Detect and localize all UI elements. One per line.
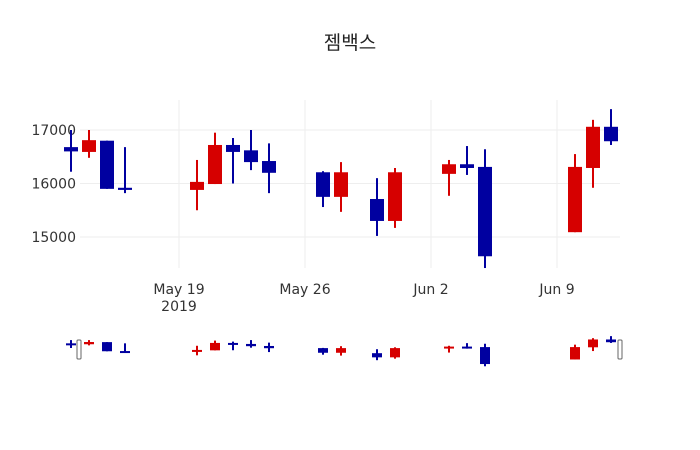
slider-body — [462, 346, 472, 349]
slider-body — [588, 339, 598, 348]
slider-candle — [606, 336, 616, 343]
slider-body — [210, 342, 220, 351]
candle-body — [82, 140, 96, 152]
x-tick-label: Jun 9 — [538, 282, 574, 298]
slider-body — [606, 339, 616, 343]
slider-candle — [336, 346, 346, 356]
slider-body — [264, 345, 274, 349]
candle-body — [64, 147, 78, 152]
candle-decreasing[interactable] — [262, 143, 276, 194]
slider-candle — [444, 345, 454, 353]
slider-candle — [480, 343, 490, 367]
slider-body — [66, 343, 76, 346]
candle-decreasing[interactable] — [604, 109, 618, 145]
candle-increasing[interactable] — [334, 162, 348, 212]
slider-candle — [246, 340, 256, 348]
candle-decreasing[interactable] — [370, 178, 384, 236]
slider-body — [120, 351, 130, 354]
candle-decreasing[interactable] — [460, 146, 474, 175]
slider-candle — [570, 344, 580, 360]
candle-body — [334, 172, 348, 197]
candle-body — [226, 144, 240, 152]
candle-increasing[interactable] — [442, 159, 456, 196]
candle-increasing[interactable] — [586, 119, 600, 188]
candle-body — [478, 166, 492, 257]
candle-increasing[interactable] — [388, 167, 402, 228]
x-tick-label: Jun 2 — [412, 282, 448, 298]
slider-body — [84, 342, 94, 345]
y-axis-ticks: 15000 16000 17000 — [31, 123, 76, 246]
x-tick-label: May 26 — [279, 282, 330, 298]
x-tick-label: May 19 — [153, 282, 204, 298]
candle-body — [190, 181, 204, 190]
slider-body — [246, 343, 256, 347]
candle-body — [118, 187, 132, 190]
candle-decreasing[interactable] — [244, 130, 258, 171]
slider-candle — [66, 340, 76, 349]
y-tick-label: 15000 — [31, 230, 76, 246]
slider-candle — [84, 340, 94, 346]
slider-candle — [318, 347, 328, 355]
slider-body — [390, 348, 400, 358]
candle-body — [442, 164, 456, 174]
candle-body — [208, 144, 222, 185]
candle-body — [460, 164, 474, 168]
candle-decreasing[interactable] — [316, 171, 330, 208]
candle-increasing[interactable] — [190, 159, 204, 211]
slider-body — [336, 348, 346, 353]
candle-body — [586, 126, 600, 168]
slider-candle — [588, 338, 598, 352]
range-slider-left-handle[interactable] — [76, 339, 82, 360]
candle-increasing[interactable] — [82, 130, 96, 158]
range-slider[interactable] — [66, 336, 623, 367]
candle-body — [604, 126, 618, 142]
slider-candle — [390, 347, 400, 359]
candle-decreasing[interactable] — [226, 138, 240, 184]
candle-body — [316, 172, 330, 197]
candle-body — [262, 161, 276, 173]
candle-decreasing[interactable] — [478, 149, 492, 269]
slider-body — [102, 342, 112, 352]
candle-body — [568, 166, 582, 233]
slider-body — [480, 347, 490, 365]
x-tick-year: 2019 — [161, 299, 197, 315]
candle-increasing[interactable] — [568, 154, 582, 233]
candle-decreasing[interactable] — [118, 147, 132, 194]
y-tick-label: 16000 — [31, 177, 76, 193]
slider-body — [570, 347, 580, 360]
slider-candle — [102, 342, 112, 352]
y-tick-label: 17000 — [31, 123, 76, 139]
slider-candle — [264, 342, 274, 353]
candle-decreasing[interactable] — [64, 130, 78, 172]
candles-main[interactable] — [64, 109, 618, 269]
candle-body — [244, 150, 258, 163]
candle-body — [370, 199, 384, 221]
slider-candle — [228, 341, 238, 351]
range-slider-right-handle[interactable] — [617, 339, 623, 360]
slider-body — [192, 349, 202, 352]
slider-body — [372, 353, 382, 358]
slider-candle — [462, 343, 472, 349]
slider-candle — [120, 343, 130, 354]
slider-candle — [192, 345, 202, 356]
slider-body — [444, 346, 454, 349]
candle-body — [100, 140, 114, 189]
candle-increasing[interactable] — [208, 132, 222, 185]
chart-title: 젬백스 — [323, 32, 377, 54]
slider-body — [318, 348, 328, 353]
slider-candle — [210, 340, 220, 351]
slider-candle — [372, 349, 382, 361]
candle-body — [388, 172, 402, 221]
candle-decreasing[interactable] — [100, 140, 114, 189]
slider-body — [228, 342, 238, 345]
grid-lines — [80, 100, 620, 268]
